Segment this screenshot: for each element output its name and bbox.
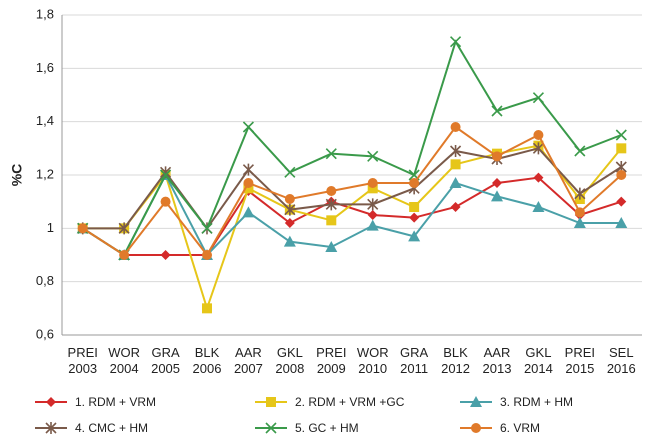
data-point <box>450 145 462 157</box>
data-point <box>573 217 586 228</box>
x-tick-label: BLK 2012 <box>441 345 471 376</box>
series-line <box>82 172 622 257</box>
legend-marker <box>46 397 56 407</box>
y-tick-label: 1 <box>47 220 54 235</box>
data-point <box>408 230 421 242</box>
data-point <box>201 222 213 234</box>
x-tick-label: BLK 2006 <box>192 345 222 376</box>
legend-marker <box>265 422 277 434</box>
legend-label: 5. GC + HM <box>295 421 359 435</box>
data-point <box>616 170 627 180</box>
data-point <box>242 163 254 176</box>
data-point <box>409 178 420 188</box>
data-point <box>450 122 461 132</box>
legend-label: 2. RDM + VRM +GC <box>295 395 405 409</box>
data-point <box>449 177 462 188</box>
data-point <box>367 210 378 220</box>
x-tick-label: PREI 2003 <box>67 345 98 376</box>
x-tick-label: AAR 2007 <box>233 345 263 376</box>
legend-label: 3. RDM + HM <box>500 395 574 409</box>
x-tick-label: SEL 2016 <box>606 345 636 376</box>
y-tick-label: 1,2 <box>36 166 54 181</box>
data-point <box>283 235 296 247</box>
data-point <box>615 217 628 228</box>
legend-marker <box>470 396 482 407</box>
data-point <box>325 241 338 252</box>
x-tick-label: PREI 2015 <box>564 345 596 376</box>
legend-marker <box>45 422 57 434</box>
data-point <box>119 250 130 260</box>
data-point <box>574 207 585 218</box>
y-tick-label: 0,6 <box>36 326 54 341</box>
legend-label: 6. VRM <box>500 421 541 435</box>
data-point <box>367 198 379 211</box>
data-point <box>366 219 379 231</box>
x-tick-label: GKL 2014 <box>523 345 553 376</box>
data-point <box>532 201 545 212</box>
legend-marker <box>471 423 481 433</box>
data-point <box>243 178 254 188</box>
x-tick-label: GRA 2011 <box>400 345 429 376</box>
data-point <box>450 159 461 170</box>
data-point <box>202 303 212 314</box>
data-point <box>367 178 378 188</box>
data-point <box>118 222 130 235</box>
series-line <box>82 147 622 231</box>
data-point <box>533 172 544 183</box>
data-point <box>491 105 503 117</box>
data-point <box>284 203 296 216</box>
data-point <box>242 121 254 133</box>
legend-marker <box>266 397 276 407</box>
data-point <box>532 142 544 155</box>
data-point <box>202 250 212 260</box>
data-point <box>409 202 420 212</box>
data-point <box>326 215 337 226</box>
data-point <box>533 130 544 140</box>
legend-label: 4. CMC + HM <box>75 421 149 435</box>
data-point <box>491 190 503 202</box>
data-point <box>243 183 254 194</box>
y-tick-label: 1,4 <box>36 113 54 128</box>
data-point <box>160 250 171 260</box>
data-point <box>160 169 172 181</box>
data-point <box>325 148 337 160</box>
data-point <box>242 206 255 218</box>
data-point <box>616 143 627 154</box>
data-point <box>615 129 627 141</box>
x-tick-label: WOR 2004 <box>108 345 141 376</box>
data-point <box>409 212 420 223</box>
x-tick-label: WOR 2010 <box>356 345 389 376</box>
data-point <box>532 92 544 104</box>
data-point <box>367 150 379 162</box>
data-point <box>367 183 378 194</box>
data-point <box>450 36 462 48</box>
data-point <box>492 151 502 162</box>
x-tick-label: GRA 2005 <box>151 345 181 376</box>
x-tick-label: GKL 2008 <box>275 345 305 376</box>
data-point <box>284 166 296 178</box>
x-tick-label: PREI 2009 <box>316 345 347 376</box>
data-point <box>284 194 295 204</box>
y-tick-label: 1,6 <box>36 60 54 75</box>
data-point <box>492 178 502 188</box>
legend-label: 1. RDM + VRM <box>75 395 157 409</box>
series-line <box>82 176 622 256</box>
data-point <box>574 187 586 200</box>
data-point <box>326 186 337 196</box>
data-point <box>284 218 295 228</box>
y-axis-title: %C <box>9 164 25 187</box>
series-line <box>82 39 622 257</box>
y-tick-label: 0,8 <box>36 273 54 288</box>
data-point <box>77 223 88 234</box>
data-point <box>616 196 627 207</box>
data-point <box>450 202 461 212</box>
data-point <box>160 196 171 207</box>
data-point <box>574 145 586 157</box>
y-tick-label: 1,8 <box>36 6 54 21</box>
series-line <box>82 125 622 257</box>
x-tick-label: AAR 2013 <box>482 345 512 376</box>
data-point <box>325 198 337 211</box>
